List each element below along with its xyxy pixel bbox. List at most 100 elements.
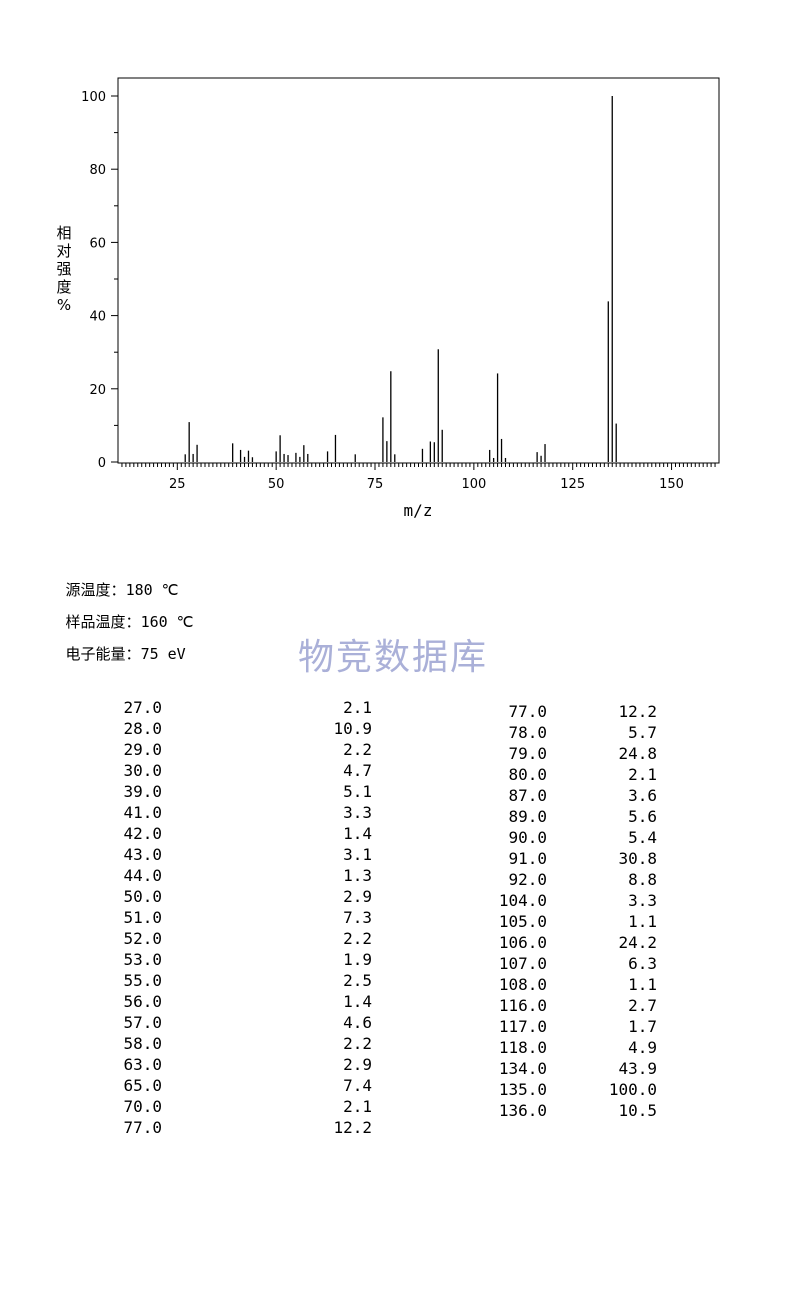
- table-row: 77.0 12.2: [486, 701, 686, 722]
- x-tick-label: 50: [268, 477, 285, 492]
- y-axis-ticks: 0 20 40 60 80 100: [81, 90, 118, 471]
- mz-value: 44.0: [123, 866, 162, 885]
- source-temperature-value: 180 ℃: [125, 581, 179, 599]
- x-tick-label: 25: [169, 477, 186, 492]
- abundance-value: 3.1: [343, 845, 372, 864]
- abundance-value: 100.0: [608, 1080, 657, 1099]
- watermark: 物竞数据库: [298, 637, 489, 678]
- abundance-value: 3.6: [628, 786, 657, 805]
- abundance-value: 2.1: [628, 765, 657, 784]
- table-row: 63.0 2.9: [100, 1054, 372, 1075]
- abundance-value: 4.7: [343, 761, 372, 780]
- table-row: 78.0 5.7: [486, 722, 686, 743]
- table-row: 28.0 10.9: [100, 718, 372, 739]
- y-axis-label-char: 对: [56, 242, 71, 260]
- mz-value: 39.0: [123, 782, 162, 801]
- abundance-value: 7.4: [343, 1076, 372, 1095]
- mz-value: 107.0: [498, 954, 547, 973]
- y-axis-label-char: 相: [56, 224, 71, 242]
- mz-value: 29.0: [123, 740, 162, 759]
- table-row: 116.0 2.7: [486, 995, 686, 1016]
- table-row: 41.0 3.3: [100, 802, 372, 823]
- mz-value: 87.0: [508, 786, 547, 805]
- table-row: 70.0 2.1: [100, 1096, 372, 1117]
- abundance-value: 3.3: [628, 891, 657, 910]
- table-row: 27.0 2.1: [100, 697, 372, 718]
- table-row: 135.0 100.0: [486, 1079, 686, 1100]
- table-row: 43.0 3.1: [100, 844, 372, 865]
- mass-spectrum-chart: 0 20 40 60 80 100 25 50 75 100 125 150 相对强度% m/z: [56, 77, 720, 520]
- table-row: 106.0 24.2: [486, 932, 686, 953]
- table-row: 42.0 1.4: [100, 823, 372, 844]
- abundance-value: 2.2: [343, 740, 372, 759]
- abundance-value: 4.6: [343, 1013, 372, 1032]
- mz-value: 105.0: [498, 912, 547, 931]
- table-row: 51.0 7.3: [100, 907, 372, 928]
- abundance-value: 1.3: [343, 866, 372, 885]
- mz-value: 78.0: [508, 723, 547, 742]
- abundance-value: 5.4: [628, 828, 657, 847]
- y-axis-label-char: %: [57, 296, 71, 314]
- peak-table-left: 27.0 2.1 28.0 10.9 29.0 2.2 30.0 4.7 39.0 5.1 41.0…: [100, 697, 372, 1138]
- abundance-value: 30.8: [618, 849, 657, 868]
- abundance-value: 5.1: [343, 782, 372, 801]
- mz-value: 92.0: [508, 870, 547, 889]
- mz-value: 56.0: [123, 992, 162, 1011]
- table-row: 117.0 1.7: [486, 1016, 686, 1037]
- table-row: 29.0 2.2: [100, 739, 372, 760]
- mz-value: 77.0: [123, 1118, 162, 1137]
- y-tick-label: 0: [98, 456, 106, 471]
- mz-value: 58.0: [123, 1034, 162, 1053]
- abundance-value: 1.1: [628, 975, 657, 994]
- electron-energy-label: 电子能量：: [65, 645, 141, 663]
- sample-temperature-label: 样品温度：: [65, 613, 141, 631]
- mz-value: 42.0: [123, 824, 162, 843]
- mz-value: 51.0: [123, 908, 162, 927]
- mz-value: 106.0: [498, 933, 547, 952]
- x-tick-label: 75: [367, 477, 384, 492]
- table-row: 105.0 1.1: [486, 911, 686, 932]
- abundance-value: 4.9: [628, 1038, 657, 1057]
- x-tick-label: 125: [560, 477, 585, 492]
- abundance-value: 2.9: [343, 887, 372, 906]
- table-row: 104.0 3.3: [486, 890, 686, 911]
- table-row: 136.0 10.5: [486, 1100, 686, 1121]
- y-axis-label: 相对强度%: [56, 224, 71, 314]
- abundance-value: 12.2: [333, 1118, 372, 1137]
- table-row: 30.0 4.7: [100, 760, 372, 781]
- table-row: 57.0 4.6: [100, 1012, 372, 1033]
- abundance-value: 3.3: [343, 803, 372, 822]
- abundance-value: 7.3: [343, 908, 372, 927]
- mz-value: 27.0: [123, 698, 162, 717]
- mz-value: 63.0: [123, 1055, 162, 1074]
- mz-value: 70.0: [123, 1097, 162, 1116]
- sample-temperature-value: 160 ℃: [140, 613, 194, 631]
- mz-value: 65.0: [123, 1076, 162, 1095]
- y-tick-label: 100: [81, 90, 106, 105]
- x-axis-ticks: 25 50 75 100 125 150: [121, 463, 716, 492]
- abundance-value: 8.8: [628, 870, 657, 889]
- abundance-value: 24.8: [618, 744, 657, 763]
- x-tick-label: 100: [461, 477, 486, 492]
- abundance-value: 12.2: [618, 702, 657, 721]
- abundance-value: 2.7: [628, 996, 657, 1015]
- table-row: 79.0 24.8: [486, 743, 686, 764]
- peak-bars: [184, 96, 617, 462]
- abundance-value: 1.7: [628, 1017, 657, 1036]
- abundance-value: 2.2: [343, 929, 372, 948]
- source-temperature: 源温度：180 ℃: [56, 561, 179, 600]
- mz-value: 134.0: [498, 1059, 547, 1078]
- table-row: 87.0 3.6: [486, 785, 686, 806]
- abundance-value: 10.9: [333, 719, 372, 738]
- x-tick-label: 150: [659, 477, 684, 492]
- table-row: 108.0 1.1: [486, 974, 686, 995]
- table-row: 50.0 2.9: [100, 886, 372, 907]
- table-row: 91.0 30.8: [486, 848, 686, 869]
- abundance-value: 2.2: [343, 1034, 372, 1053]
- abundance-value: 5.6: [628, 807, 657, 826]
- mz-value: 55.0: [123, 971, 162, 990]
- table-row: 58.0 2.2: [100, 1033, 372, 1054]
- abundance-value: 1.4: [343, 824, 372, 843]
- abundance-value: 2.5: [343, 971, 372, 990]
- abundance-value: 1.4: [343, 992, 372, 1011]
